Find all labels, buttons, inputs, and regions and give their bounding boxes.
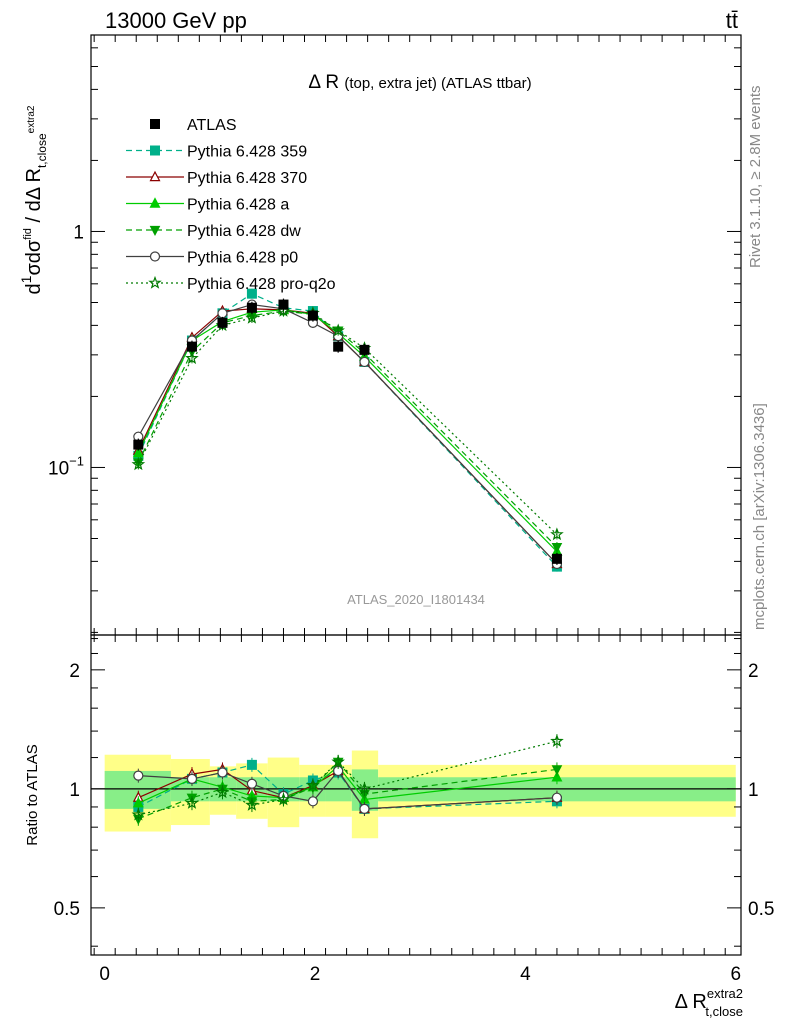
ratio-series-point [217,767,228,778]
atlas-point [186,341,197,352]
ratio-series-point [185,796,199,809]
x-tick-label: 0 [99,964,110,985]
atlas-point [246,302,257,313]
legend-atlas-marker [150,119,160,129]
legend-entry-4: Pythia 6.428 p0 [126,250,298,267]
legend-entry-atlas: ATLAS [150,117,237,134]
legend-label: Pythia 6.428 370 [187,170,307,187]
top-series-point [132,446,144,458]
top-series-point [550,527,564,541]
legend-label: Pythia 6.428 359 [187,144,307,161]
top-series-point [245,310,259,324]
ratio-series-point [550,734,564,748]
top-series-line [137,308,558,565]
legend-marker [149,197,161,208]
ratio-series-point [357,781,372,795]
legend-label: Pythia 6.428 p0 [187,250,298,267]
legend-label: Pythia 6.428 a [187,197,289,214]
ratio-series-point [359,803,370,814]
top-series-point [246,288,257,299]
legend: ATLAS Pythia 6.428 359 Pythia 6.428 370 Pyt… [126,117,336,293]
svg-text:d1σdσfid / dΔ Rt,closeextra2: d1σdσfid / dΔ Rt,closeextra2 [18,105,49,294]
axes-group: 0 2 4 6 10−1 1 0.5 0.5 1 1 2 2 [48,34,774,985]
atlas-point [217,317,228,328]
legend-label: Pythia 6.428 pro-q2o [187,276,336,293]
legend-entry-0: Pythia 6.428 359 [126,144,307,161]
top-series-1 [132,302,563,569]
ratio-series-5 [131,734,564,822]
ratio-y-tick-label-right: 2 [748,661,759,682]
top-series-line [137,310,558,548]
ratio-series-point [131,807,146,821]
ratio-series-point [276,792,291,806]
beam-label: 13000 GeV pp [105,8,247,33]
legend-marker [148,275,162,289]
top-series-4 [133,299,563,570]
legend-marker [150,145,160,156]
ratio-series-point [551,765,563,776]
atlas-point [278,299,289,310]
legend-entry-1: Pythia 6.428 370 [126,170,307,187]
ratio-frame [90,634,742,956]
ratio-series-point [245,797,259,811]
top-series-group [131,288,564,572]
legend-marker [149,251,161,262]
legend-entry-2: Pythia 6.428 a [126,197,289,214]
legend-marker [149,170,161,182]
legend-marker [149,225,161,237]
ratio-y-tick-label-right: 1 [748,780,759,801]
ratio-series-point [307,796,319,807]
legend-label: Pythia 6.428 dw [187,223,301,240]
top-y-tick-label: 1 [73,222,84,243]
process-label: tt̄ [726,8,738,33]
top-series-point [551,542,563,554]
top-series-3 [133,306,563,554]
atlas-data-points [133,298,562,565]
ratio-series-point [132,796,144,808]
top-series-2 [132,303,563,557]
atlas-point [333,341,344,352]
x-tick-label: 2 [310,964,321,985]
legend-atlas-label: ATLAS [187,117,237,134]
top-series-0 [133,288,562,572]
ratio-series-point [246,759,257,770]
x-axis-label-sub: t,close [705,1004,743,1019]
top-y-tick-label: 10−1 [48,453,84,479]
ratio-y-axis-label: Ratio to ATLAS [24,744,41,845]
top-series-point [131,457,146,471]
ratio-y-tick-label-left: 1 [69,780,80,801]
ratio-y-tick-label-left: 0.5 [54,899,80,920]
ratio-series-point [133,770,144,781]
top-series-point [217,308,228,319]
ratio-y-tick-label-left: 2 [69,661,80,682]
ratio-series-point [306,778,320,792]
ratio-series-point [331,754,345,768]
atlas-point [133,439,144,450]
top-series-point [185,351,199,365]
ratio-series-point [246,778,258,789]
top-y-axis-label: d1σdσfid / dΔ Rt,closeextra2 [18,105,49,294]
mcplots-label: mcplots.cern.ch [arXiv:1306.3436] [751,403,768,630]
x-tick-label: 4 [520,964,531,985]
legend-entry-3: Pythia 6.428 dw [126,223,301,240]
ratio-series-point [551,792,563,803]
top-series-point [331,323,345,337]
ratio-series-point [186,773,198,784]
ratio-y-tick-label-right: 0.5 [748,899,774,920]
x-axis-label: Δ Rextra2 [675,986,743,1013]
atlas-point [359,344,370,355]
atlas-point [307,310,318,321]
analysis-id-label: ATLAS_2020_I1801434 [347,592,485,607]
x-tick-label: 6 [730,964,741,985]
ratio-series-group [131,734,564,826]
ratio-series-point [215,785,230,799]
top-chart-title: Δ R (top, extra jet) (ATLAS ttbar) [308,72,531,93]
ratio-series-point [551,771,563,782]
top-series-point [359,356,370,368]
rivet-label: Rivet 3.1.10, ≥ 2.8M events [747,86,764,269]
legend-entry-5: Pythia 6.428 pro-q2o [126,275,336,293]
atlas-point [551,553,562,564]
